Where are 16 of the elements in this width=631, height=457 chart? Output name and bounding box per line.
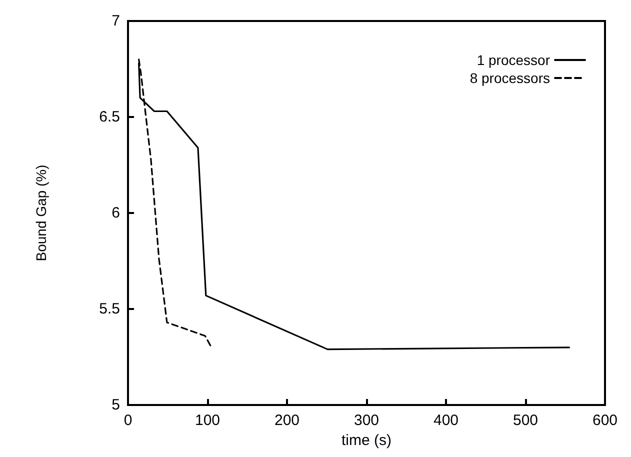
x-tick-label: 300 <box>354 412 380 429</box>
y-tick-label: 5 <box>112 396 120 414</box>
x-tick-label: 100 <box>194 412 220 429</box>
y-tick-label: 7 <box>112 12 120 30</box>
y-tick-label: 6.5 <box>99 108 120 126</box>
x-axis-title: time (s) <box>342 432 392 449</box>
x-tick-label: 400 <box>433 412 459 429</box>
y-tick-label: 6 <box>112 204 120 222</box>
y-tick-label: 5.5 <box>99 300 120 318</box>
y-axis-title: Bound Gap (%) <box>33 164 49 262</box>
legend-label: 1 processor <box>476 52 550 68</box>
x-tick-label: 600 <box>592 412 618 429</box>
x-tick-label: 500 <box>512 412 538 429</box>
x-tick-label: 200 <box>274 412 300 429</box>
x-tick-label: 0 <box>124 412 132 429</box>
legend-label: 8 processors <box>470 70 550 86</box>
